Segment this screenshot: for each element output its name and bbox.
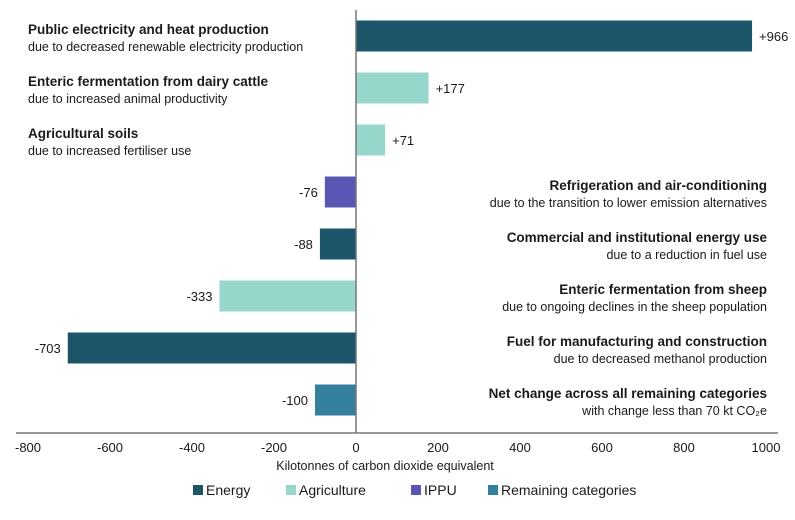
- legend-label: Agriculture: [299, 482, 366, 498]
- category-subtitle: due to the transition to lower emission …: [490, 196, 767, 210]
- legend-label: Remaining categories: [501, 482, 636, 498]
- x-tick-label: 1000: [752, 440, 781, 455]
- category-title: Net change across all remaining categori…: [489, 386, 767, 401]
- x-tick-label: 200: [427, 440, 449, 455]
- category-title: Commercial and institutional energy use: [507, 230, 768, 245]
- category-title: Fuel for manufacturing and construction: [507, 334, 767, 349]
- x-tick-label: 600: [591, 440, 613, 455]
- bar-agriculture: [356, 72, 429, 104]
- legend-label: Energy: [206, 482, 250, 498]
- data-label: -76: [299, 185, 318, 200]
- category-title: Agricultural soils: [28, 126, 138, 141]
- category-subtitle: due to decreased renewable electricity p…: [28, 40, 303, 54]
- bar-remaining: [315, 384, 356, 416]
- x-tick-label: -400: [179, 440, 205, 455]
- data-label: -703: [35, 341, 61, 356]
- category-title: Enteric fermentation from sheep: [559, 282, 767, 297]
- x-tick-label: 800: [673, 440, 695, 455]
- x-axis-label: Kilotonnes of carbon dioxide equivalent: [276, 459, 494, 473]
- bar-ippu: [324, 176, 356, 208]
- legend-swatch-ippu: [411, 485, 421, 495]
- data-label: -100: [282, 393, 308, 408]
- x-tick-label: 0: [352, 440, 359, 455]
- bar-agriculture: [356, 124, 386, 156]
- category-subtitle: due to a reduction in fuel use: [606, 248, 767, 262]
- legend-swatch-energy: [193, 485, 203, 495]
- bar-agriculture: [219, 280, 356, 312]
- bar-energy: [67, 332, 357, 364]
- data-label: +966: [759, 29, 788, 44]
- category-subtitle: due to increased animal productivity: [28, 92, 228, 106]
- bar-energy: [356, 20, 753, 52]
- category-subtitle: due to decreased methanol production: [554, 352, 767, 366]
- legend-swatch-remaining: [488, 485, 498, 495]
- x-tick-label: -800: [15, 440, 41, 455]
- data-label: +177: [436, 81, 465, 96]
- category-subtitle: with change less than 70 kt CO₂e: [581, 404, 767, 418]
- legend-swatch-agriculture: [286, 485, 296, 495]
- category-title: Enteric fermentation from dairy cattle: [28, 74, 269, 89]
- data-label: -88: [294, 237, 313, 252]
- data-label: -333: [186, 289, 212, 304]
- x-tick-label: -600: [97, 440, 123, 455]
- category-title: Public electricity and heat production: [28, 22, 269, 37]
- x-tick-label: -200: [261, 440, 287, 455]
- category-subtitle: due to increased fertiliser use: [28, 144, 191, 158]
- legend-label: IPPU: [424, 482, 457, 498]
- bar-energy: [319, 228, 356, 260]
- category-subtitle: due to ongoing declines in the sheep pop…: [502, 300, 767, 314]
- category-title: Refrigeration and air-conditioning: [549, 178, 767, 193]
- data-label: +71: [392, 133, 414, 148]
- x-tick-label: 400: [509, 440, 531, 455]
